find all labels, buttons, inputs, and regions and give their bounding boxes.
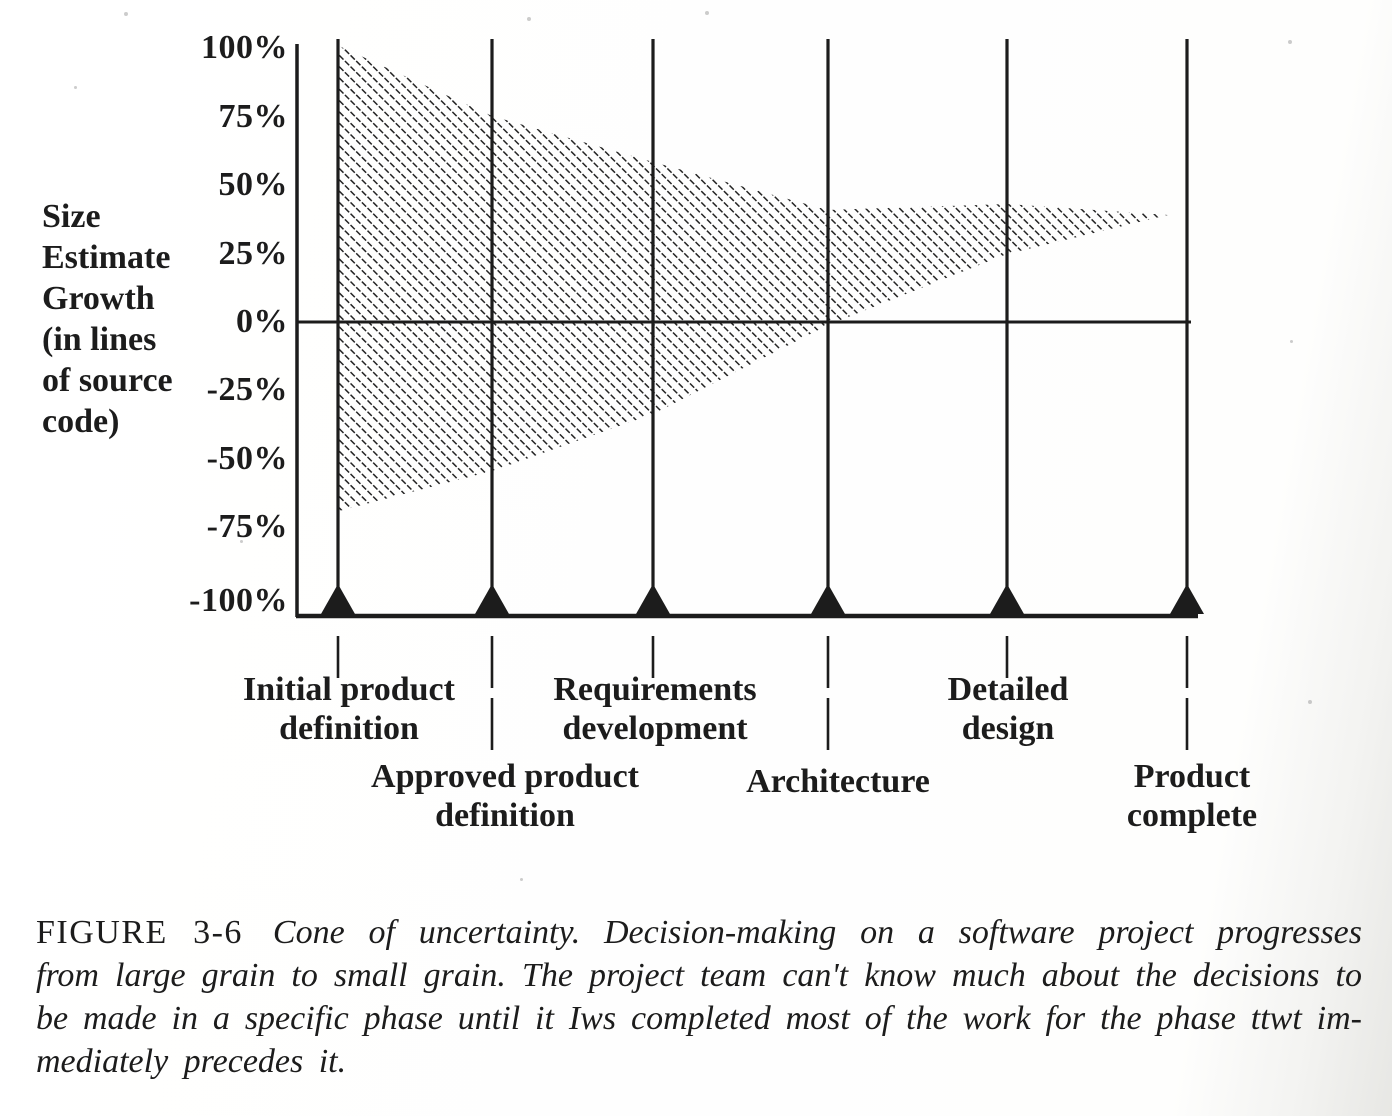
milestone-marker-triangle (636, 584, 670, 614)
scan-speck (240, 540, 243, 543)
scan-speck (527, 17, 531, 21)
y-tick-label-50: 50% (218, 166, 288, 203)
y-tick-label-75: 75% (218, 98, 288, 135)
milestone-label-detailed-design: Detailed design (947, 671, 1069, 747)
uncertainty-cone-hatched-area (339, 46, 1168, 511)
y-tick-label-neg50: -50% (206, 440, 288, 477)
milestone-marker-triangle (811, 584, 845, 614)
milestone-marker-triangle (475, 584, 509, 614)
milestone-label-initial-product-definition: Initial product definition (243, 671, 455, 747)
y-tick-label-neg100: -100% (189, 582, 288, 619)
cone-of-uncertainty-chart (295, 39, 1204, 755)
y-tick-label-neg25: -25% (206, 371, 288, 408)
y-tick-label-100: 100% (201, 29, 288, 66)
milestone-label-architecture: Architecture (746, 763, 930, 800)
milestone-marker-triangle (990, 584, 1024, 614)
caption-line-4: mediately precedes it. (36, 1043, 347, 1080)
caption-line-1-text: Cone of uncertainty. Decision-making on … (272, 914, 1363, 951)
y-tick-label-0: 0% (236, 303, 288, 340)
scan-speck (520, 878, 523, 881)
scan-speck (124, 12, 128, 16)
milestone-marker-triangle (321, 584, 355, 614)
y-tick-label-neg75: -75% (206, 508, 288, 545)
scan-speck (74, 86, 77, 89)
milestone-label-requirements-development: Requirements development (553, 671, 757, 747)
milestone-label-approved-product-definition: Approved product definition (371, 758, 639, 834)
y-axis-title: Size Estimate Growth (in lines of source… (42, 198, 173, 440)
milestone-label-product-complete: Product complete (1126, 758, 1258, 834)
caption-line-3: be made in a specific phase until it Iws… (36, 1000, 1362, 1037)
caption-line-2: from large grain to small grain. The pro… (36, 957, 1362, 994)
scan-speck (705, 11, 709, 15)
figure-caption: FIGURE 3-6 Cone of uncertainty. Decision-… (36, 911, 1362, 1083)
scan-speck (1288, 40, 1292, 44)
figure-number-label: FIGURE 3-6 (36, 914, 243, 951)
scan-speck (1290, 340, 1293, 343)
milestone-marker-triangle (1170, 584, 1204, 614)
y-tick-label-25: 25% (218, 235, 288, 272)
scan-speck (1308, 700, 1312, 704)
caption-line-1: FIGURE 3-6 Cone of uncertainty. Decision-… (36, 911, 1362, 954)
